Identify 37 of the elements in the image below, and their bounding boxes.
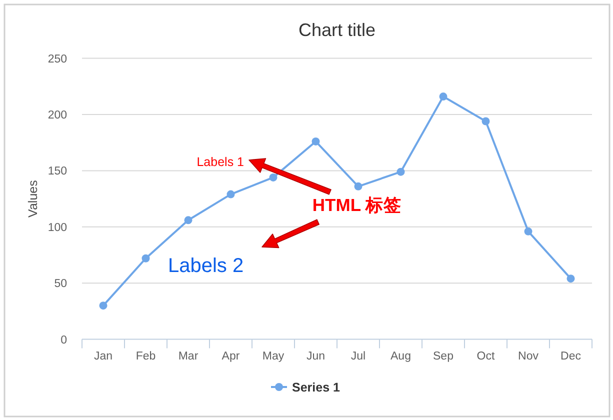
x-tick-label: Feb (136, 350, 156, 362)
point (226, 190, 235, 198)
x-tick-label: Aug (390, 350, 411, 362)
point (396, 168, 405, 176)
legend-label: Series 1 (292, 380, 340, 394)
point (354, 182, 362, 190)
x-tick-label: Jul (350, 350, 366, 362)
chart-title: Chart title (298, 20, 376, 40)
point (524, 227, 532, 236)
y-tick-label: 150 (48, 166, 67, 178)
point (482, 117, 490, 126)
x-tick-label: Oct (476, 350, 496, 362)
point (99, 302, 108, 310)
y-tick-label: 50 (54, 278, 67, 290)
y-tick-label: 200 (48, 110, 67, 122)
x-tick-label: Dec (560, 350, 582, 362)
point (184, 216, 192, 224)
x-tick-label: Sep (433, 350, 454, 362)
x-tick-label: May (262, 350, 284, 362)
x-tick-label: Jun (306, 350, 326, 362)
x-tick-label: Apr (222, 350, 240, 362)
y-tick-label: 250 (48, 53, 67, 66)
legend-item: Series 1 (271, 380, 340, 394)
point (566, 274, 575, 283)
x-tick-label: Jan (94, 350, 113, 362)
y-tick-label: 100 (48, 222, 67, 234)
annotation: HTML 标签 (312, 195, 402, 215)
annotation: Labels 2 (168, 255, 244, 277)
point (312, 137, 320, 146)
point (142, 254, 150, 262)
point (269, 173, 278, 182)
point (439, 92, 448, 101)
x-tick-label: Mar (178, 350, 198, 362)
x-tick-label: Nov (518, 350, 539, 362)
y-tick-label: 0 (60, 334, 67, 346)
y-axis-title: Values (26, 180, 40, 218)
annotation: Labels 1 (196, 155, 244, 169)
